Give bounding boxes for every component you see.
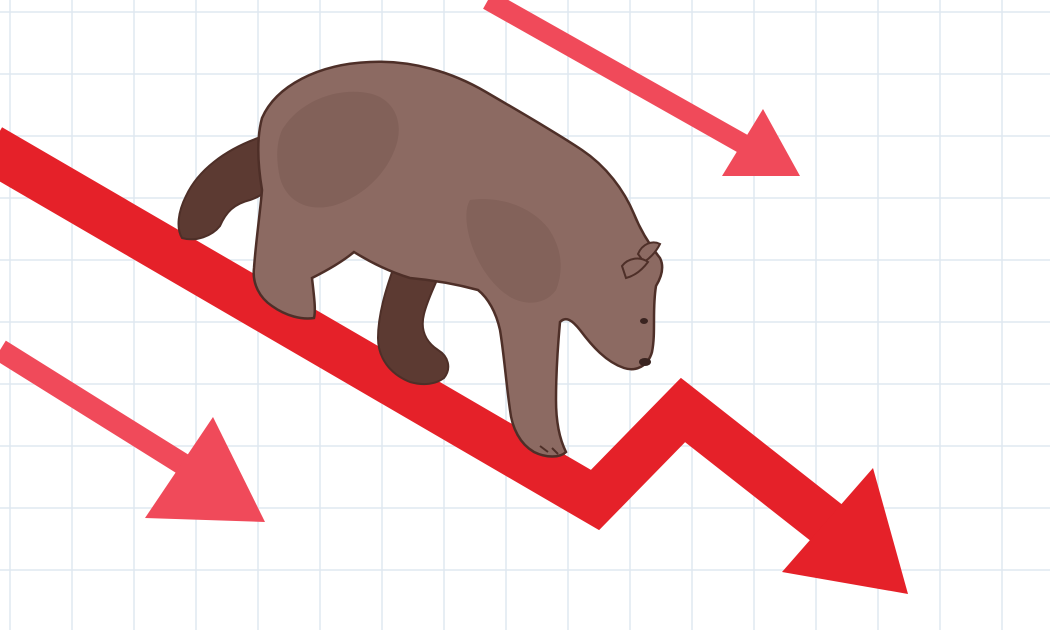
top-arrow-shaft (483, 0, 750, 154)
bear-far-front-leg (376, 254, 450, 386)
main-downtrend-arrow (0, 127, 908, 594)
bear-claws (539, 445, 559, 455)
bear-far-hind-leg (177, 136, 280, 241)
main-arrow-shaft (0, 127, 857, 554)
left-arrow-shaft (0, 340, 211, 488)
bear-ear-front (620, 257, 650, 280)
main-arrow-head (782, 468, 908, 594)
bear-front-shading (466, 199, 561, 303)
left-arrow-head (145, 417, 265, 522)
bear-shoulder-shading (277, 91, 399, 208)
top-arrow (483, 0, 800, 176)
bear-eye (640, 318, 648, 324)
left-arrow (0, 340, 265, 522)
top-arrow-head (722, 109, 800, 176)
bear-ear-back (636, 241, 662, 264)
bear-figure (177, 60, 664, 458)
bear-nose (639, 358, 651, 366)
